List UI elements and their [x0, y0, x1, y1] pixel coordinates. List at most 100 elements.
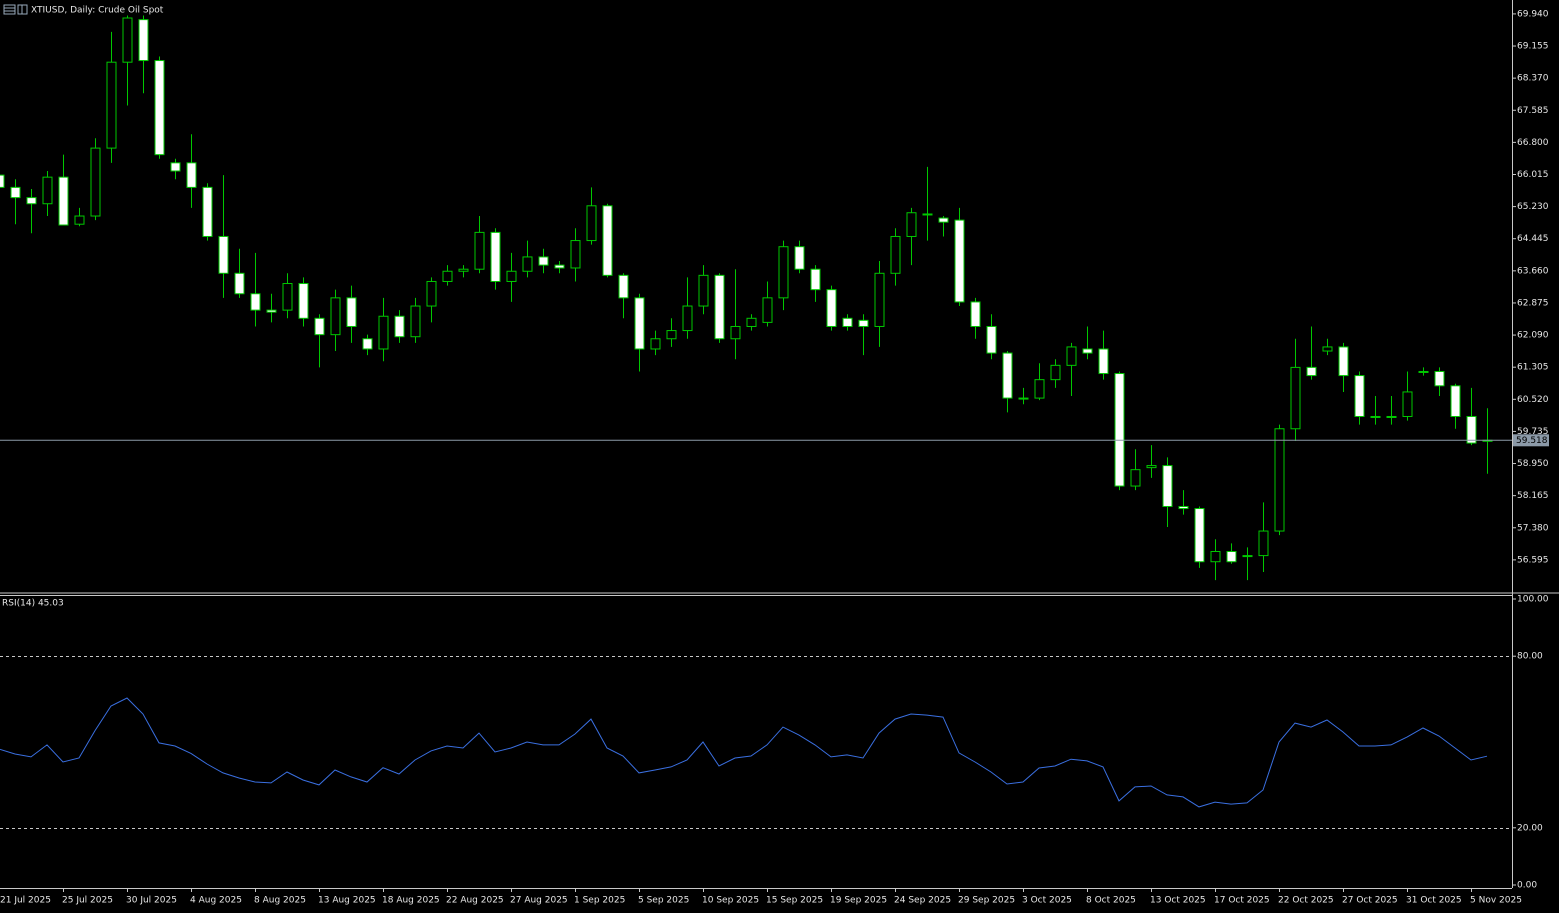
- candle-body: [442, 270, 453, 282]
- candle-body: [138, 19, 149, 62]
- x-tick-label: 27 Aug 2025: [510, 896, 568, 906]
- candle-body: [1146, 465, 1157, 469]
- candle-body: [922, 213, 933, 216]
- candle-body: [1226, 550, 1237, 563]
- candle-body: [954, 219, 965, 303]
- candle-body: [426, 280, 437, 307]
- candle-body: [874, 272, 885, 327]
- y-tick-label: 80.00: [1517, 652, 1543, 662]
- candle-body: [1082, 348, 1093, 354]
- y-tick-label: 64.445: [1517, 234, 1549, 244]
- y-tick-label: 69.940: [1517, 9, 1549, 19]
- x-tick-label: 22 Oct 2025: [1278, 896, 1334, 906]
- candle-body: [826, 289, 837, 327]
- candle-body: [890, 235, 901, 274]
- candle-body: [634, 297, 645, 350]
- x-tick-label: 8 Oct 2025: [1086, 896, 1136, 906]
- y-tick-label: 65.230: [1517, 202, 1549, 212]
- x-tick-label: 18 Aug 2025: [382, 896, 440, 906]
- candle-body: [410, 305, 421, 338]
- candle-body: [746, 317, 757, 327]
- current-price-box: [1513, 434, 1549, 447]
- candle-body: [842, 317, 853, 327]
- candle-body: [1370, 415, 1381, 418]
- candle-body: [298, 283, 309, 319]
- y-tick-label: 67.585: [1517, 106, 1549, 116]
- candle-body: [186, 162, 197, 188]
- x-tick-label: 13 Oct 2025: [1150, 896, 1206, 906]
- y-tick-label: 56.595: [1517, 555, 1549, 565]
- candle-body: [1306, 366, 1317, 377]
- candle-body: [778, 246, 789, 299]
- candle-body: [26, 197, 37, 205]
- y-tick-label: 60.520: [1517, 395, 1549, 405]
- y-tick-label: 66.015: [1517, 170, 1549, 180]
- candle-body: [10, 186, 21, 199]
- y-tick-label: 58.165: [1517, 491, 1549, 501]
- x-tick-label: 1 Sep 2025: [574, 896, 625, 906]
- candle-body: [586, 205, 597, 242]
- x-tick-label: 17 Oct 2025: [1214, 896, 1270, 906]
- candle-body: [666, 330, 677, 340]
- x-tick-label: 5 Nov 2025: [1470, 896, 1522, 906]
- candle-body: [154, 60, 165, 156]
- candle-body: [490, 231, 501, 282]
- x-tick-label: 5 Sep 2025: [638, 896, 689, 906]
- candle-body: [362, 338, 373, 350]
- candle-body: [1466, 415, 1477, 444]
- candle-body: [554, 264, 565, 269]
- rsi-line: [0, 697, 1488, 808]
- candle-body: [1258, 530, 1269, 557]
- y-tick-label: 0.00: [1517, 881, 1537, 891]
- candle-body: [986, 325, 997, 354]
- candle-body: [74, 215, 85, 225]
- y-tick-label: 57.380: [1517, 523, 1549, 533]
- candle-body: [218, 235, 229, 274]
- candle-body: [474, 231, 485, 270]
- candle-body: [378, 315, 389, 350]
- candle-body: [570, 240, 581, 269]
- candle-body: [282, 283, 293, 311]
- candle-body: [1450, 385, 1461, 417]
- y-tick-label: 61.305: [1517, 363, 1549, 373]
- candle-body: [90, 147, 101, 217]
- candle-body: [314, 317, 325, 336]
- candle-body: [170, 162, 181, 172]
- candle-body: [1114, 373, 1125, 487]
- candle-body: [122, 17, 133, 63]
- candle-body: [346, 297, 357, 327]
- candle-body: [106, 61, 117, 149]
- candle-body: [858, 319, 869, 327]
- x-tick-label: 25 Jul 2025: [62, 896, 113, 906]
- candle-body: [618, 274, 629, 299]
- candle-body: [1066, 346, 1077, 366]
- candle-body: [714, 274, 725, 340]
- candle-body: [1002, 352, 1013, 399]
- candle-body: [538, 256, 549, 266]
- candle-body: [1290, 366, 1301, 430]
- candle-body: [394, 315, 405, 338]
- y-tick-label: 59.735: [1517, 427, 1549, 437]
- candle-body: [1434, 370, 1445, 387]
- x-tick-label: 21 Jul 2025: [0, 896, 51, 906]
- candle-body: [330, 297, 341, 336]
- y-tick-label: 69.155: [1517, 42, 1549, 52]
- y-tick-label: 66.800: [1517, 138, 1549, 148]
- candle-body: [506, 270, 517, 282]
- y-tick-label: 58.950: [1517, 459, 1549, 469]
- candle-body: [1098, 348, 1109, 375]
- candle-body: [1210, 550, 1221, 563]
- candle-body: [1178, 505, 1189, 510]
- x-tick-label: 31 Oct 2025: [1406, 896, 1462, 906]
- candle-body: [458, 268, 469, 272]
- candle-body: [0, 174, 5, 188]
- indicator-label: RSI(14) 45.03: [2, 599, 64, 609]
- candle-body: [202, 186, 213, 237]
- candle-body: [1418, 370, 1429, 373]
- x-tick-label: 4 Aug 2025: [190, 896, 242, 906]
- x-tick-label: 30 Jul 2025: [126, 896, 177, 906]
- candle-body: [1242, 555, 1253, 558]
- candle-body: [810, 268, 821, 291]
